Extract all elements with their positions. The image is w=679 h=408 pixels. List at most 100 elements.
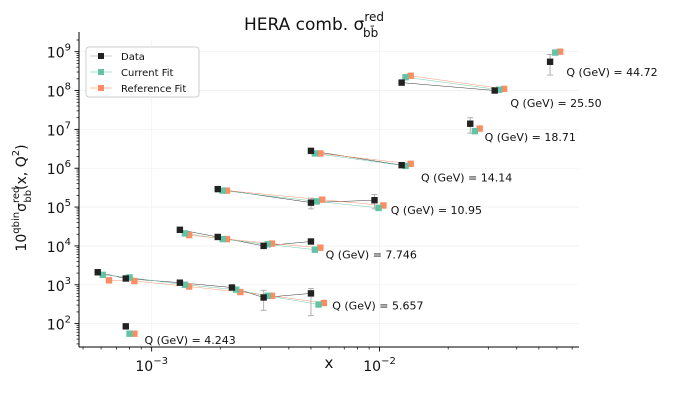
x-tick-label: 10−3 xyxy=(135,356,168,375)
chart-title: HERA comb. σred bb̄ xyxy=(244,10,384,40)
data-point xyxy=(122,275,129,282)
reference-fit-point xyxy=(476,125,483,132)
legend-reference-marker xyxy=(98,85,104,91)
current-fit-point xyxy=(402,162,409,170)
data-connector-line xyxy=(401,82,495,91)
data-point xyxy=(307,238,315,245)
data-point xyxy=(214,185,221,193)
chart-markers xyxy=(94,48,564,337)
legend-current-label: Current Fit xyxy=(121,68,174,79)
current-fit-point xyxy=(311,246,319,253)
data-point xyxy=(260,242,267,250)
current-fit-point xyxy=(264,241,271,248)
data-point xyxy=(122,323,129,330)
current-fit-point xyxy=(126,274,133,281)
data-point xyxy=(307,147,315,155)
y-tick-label: 109 xyxy=(47,43,71,62)
y-tick-label: 102 xyxy=(47,315,71,334)
reference-fit-point xyxy=(223,187,231,194)
data-point xyxy=(491,87,498,94)
reference-fit-connector-line xyxy=(189,234,321,248)
x-tick-label: 10−2 xyxy=(363,356,396,375)
legend: Data Current Fit Reference Fit xyxy=(85,46,200,98)
reference-fit-point xyxy=(185,283,193,290)
reference-fit-connector-line xyxy=(410,75,505,90)
data-point xyxy=(398,79,405,86)
reference-fit-point xyxy=(223,235,231,243)
legend-current-marker xyxy=(98,69,104,75)
data-point xyxy=(228,284,236,291)
data-point xyxy=(176,226,184,234)
q-annotation: Q (GeV) = 7.746 xyxy=(326,249,417,262)
data-point xyxy=(467,120,474,127)
q-annotation: Q (GeV) = 18.71 xyxy=(485,131,576,144)
current-fit-point xyxy=(496,86,503,93)
data-point xyxy=(176,279,184,286)
fit-connector-lines xyxy=(97,75,505,305)
current-fit-point xyxy=(219,235,226,243)
legend-data-marker xyxy=(98,53,104,59)
data-connector-line xyxy=(310,150,402,166)
current-fit-point xyxy=(471,127,479,135)
reference-fit-point xyxy=(268,240,276,247)
current-fit-point xyxy=(375,204,382,212)
reference-fit-point xyxy=(131,277,138,285)
current-fit-point xyxy=(552,49,559,56)
y-tick-label: 106 xyxy=(47,159,71,178)
data-connector-line xyxy=(179,229,312,247)
reference-fit-point xyxy=(185,231,193,239)
current-fit-point xyxy=(233,286,240,293)
current-fit-connector-line xyxy=(314,153,406,167)
y-axis-label: 10qbinσredbb(x, Q2) xyxy=(11,144,34,251)
reference-fit-point xyxy=(500,85,508,93)
y-tick-label: 104 xyxy=(47,237,71,256)
current-fit-point xyxy=(181,281,189,288)
current-fit-point xyxy=(219,187,226,194)
current-fit-point xyxy=(402,74,409,81)
data-point xyxy=(307,290,315,297)
q-annotation: Q (GeV) = 25.50 xyxy=(510,97,601,110)
current-fit-point xyxy=(99,271,106,279)
reference-fit-point xyxy=(268,292,276,299)
q-annotation: Q (GeV) = 14.14 xyxy=(421,171,512,184)
y-tick-label: 107 xyxy=(47,120,71,139)
axes: 102 103 104 105 106 107 108 109 10−3 10−2 xyxy=(47,32,579,375)
current-fit-point xyxy=(126,330,133,337)
current-fit-point xyxy=(311,150,319,157)
q-annotation: Q (GeV) = 4.243 xyxy=(144,334,235,347)
q-annotation: Q (GeV) = 10.95 xyxy=(391,204,482,217)
q-annotation: Q (GeV) = 44.72 xyxy=(566,66,657,79)
reference-fit-point xyxy=(317,150,324,157)
current-fit-point xyxy=(315,301,322,308)
current-fit-connector-line xyxy=(222,190,379,209)
current-fit-point xyxy=(313,198,320,205)
reference-fit-point xyxy=(320,299,328,307)
current-fit-point xyxy=(264,292,271,299)
q-annotations: Q (GeV) = 4.243 Q (GeV) = 5.657 Q (GeV) = … xyxy=(144,66,657,347)
legend-data-label: Data xyxy=(121,52,145,63)
legend-reference-label: Reference Fit xyxy=(121,84,186,95)
reference-fit-point xyxy=(105,277,113,284)
reference-fit-point xyxy=(317,244,324,251)
q-annotation: Q (GeV) = 5.657 xyxy=(332,300,423,313)
reference-fit-point xyxy=(556,48,564,55)
reference-fit-connector-line xyxy=(226,190,384,206)
title-subscript: bb̄ xyxy=(363,26,378,40)
current-fit-point xyxy=(181,230,189,237)
current-fit-connector-line xyxy=(184,233,315,250)
data-point xyxy=(398,161,405,169)
y-tick-label: 105 xyxy=(47,198,71,217)
reference-fit-point xyxy=(318,196,326,203)
current-fit-connector-line xyxy=(405,76,500,90)
data-point xyxy=(307,199,315,206)
reference-fit-point xyxy=(131,330,138,337)
reference-fit-point xyxy=(407,72,414,79)
data-point xyxy=(546,58,554,65)
data-point xyxy=(94,269,101,276)
reference-fit-point xyxy=(407,160,414,168)
data-point xyxy=(214,233,221,241)
reference-fit-connector-line xyxy=(320,153,411,165)
data-connector-line xyxy=(217,188,375,203)
reference-fit-point xyxy=(237,288,244,296)
